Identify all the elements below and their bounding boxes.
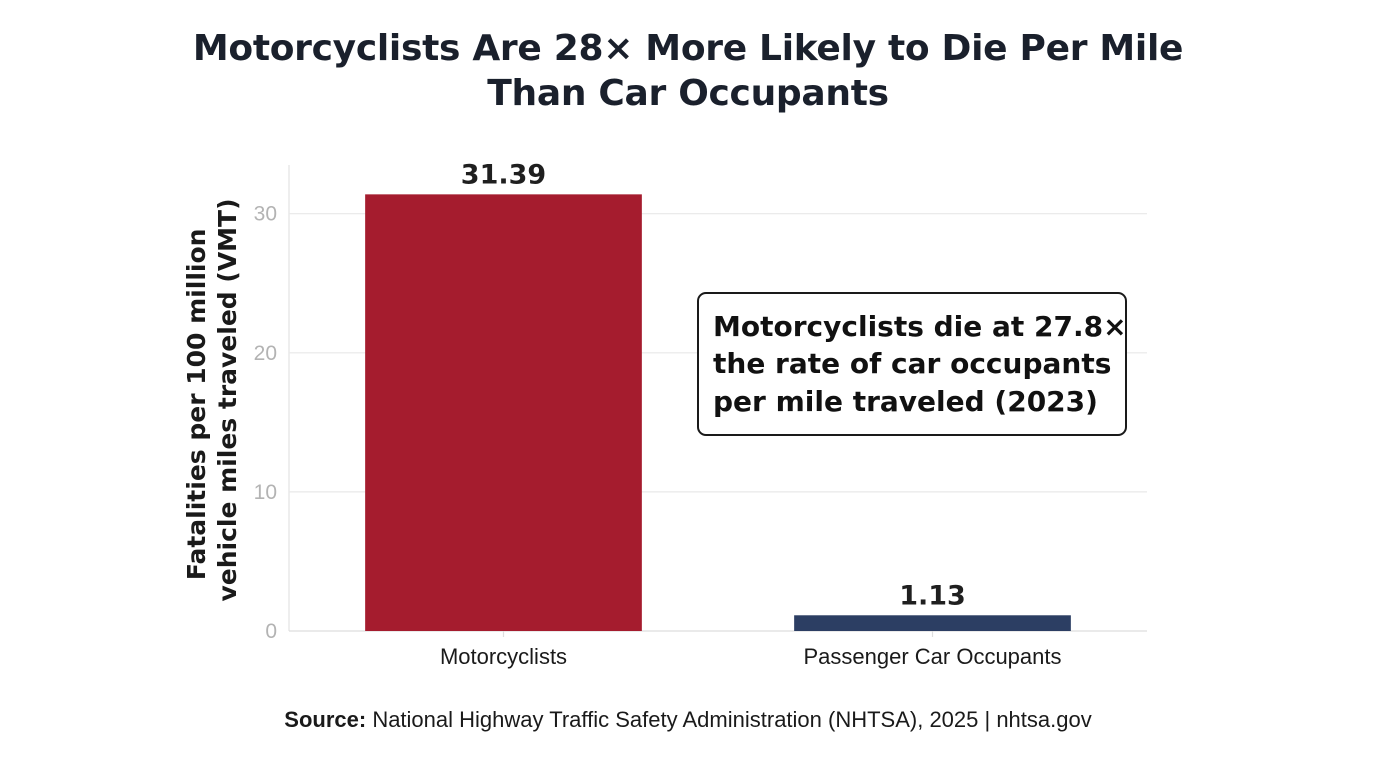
y-tick-label: 20: [254, 342, 277, 365]
bar-value-label: 1.13: [899, 580, 966, 611]
source-note: Source: National Highway Traffic Safety …: [188, 707, 1188, 733]
y-tick-label: 0: [265, 620, 277, 643]
y-tick-label: 30: [254, 203, 277, 226]
bars: 31.39 1.13: [365, 159, 1071, 631]
annotation-text: Motorcyclists die at 27.8× the rate of c…: [713, 310, 1136, 418]
source-text: National Highway Traffic Safety Administ…: [372, 707, 1092, 732]
x-tick-label: Passenger Car Occupants: [803, 644, 1061, 669]
y-axis-label: Fatalities per 100 million vehicle miles…: [182, 198, 242, 601]
chart-title-line-1: Motorcyclists Are 28× More Likely to Die…: [192, 28, 1184, 69]
x-axis-ticks: Motorcyclists Passenger Car Occupants: [440, 631, 1062, 669]
annotation-box: Motorcyclists die at 27.8× the rate of c…: [697, 292, 1136, 436]
source-label: Source:: [284, 707, 367, 732]
annotation-line-1: Motorcyclists die at 27.8×: [713, 310, 1127, 343]
x-tick-label: Motorcyclists: [440, 644, 567, 669]
y-tick-label: 10: [254, 481, 277, 504]
bar: [794, 615, 1071, 631]
chart-title-line-2: Than Car Occupants: [487, 73, 889, 114]
annotation-box-frame: [697, 292, 1127, 436]
annotation-line-2: the rate of car occupants: [713, 347, 1111, 380]
chart-title: Motorcyclists Are 28× More Likely to Die…: [188, 26, 1188, 116]
annotation-line-3: per mile traveled (2023): [713, 385, 1098, 418]
bar-value-label: 31.39: [461, 159, 546, 190]
bar: [365, 194, 642, 631]
y-axis-label-line-2: vehicle miles traveled (VMT): [213, 198, 242, 601]
y-axis-ticks: 0 10 20 30: [254, 203, 277, 643]
y-axis-label-line-1: Fatalities per 100 million: [182, 229, 211, 581]
